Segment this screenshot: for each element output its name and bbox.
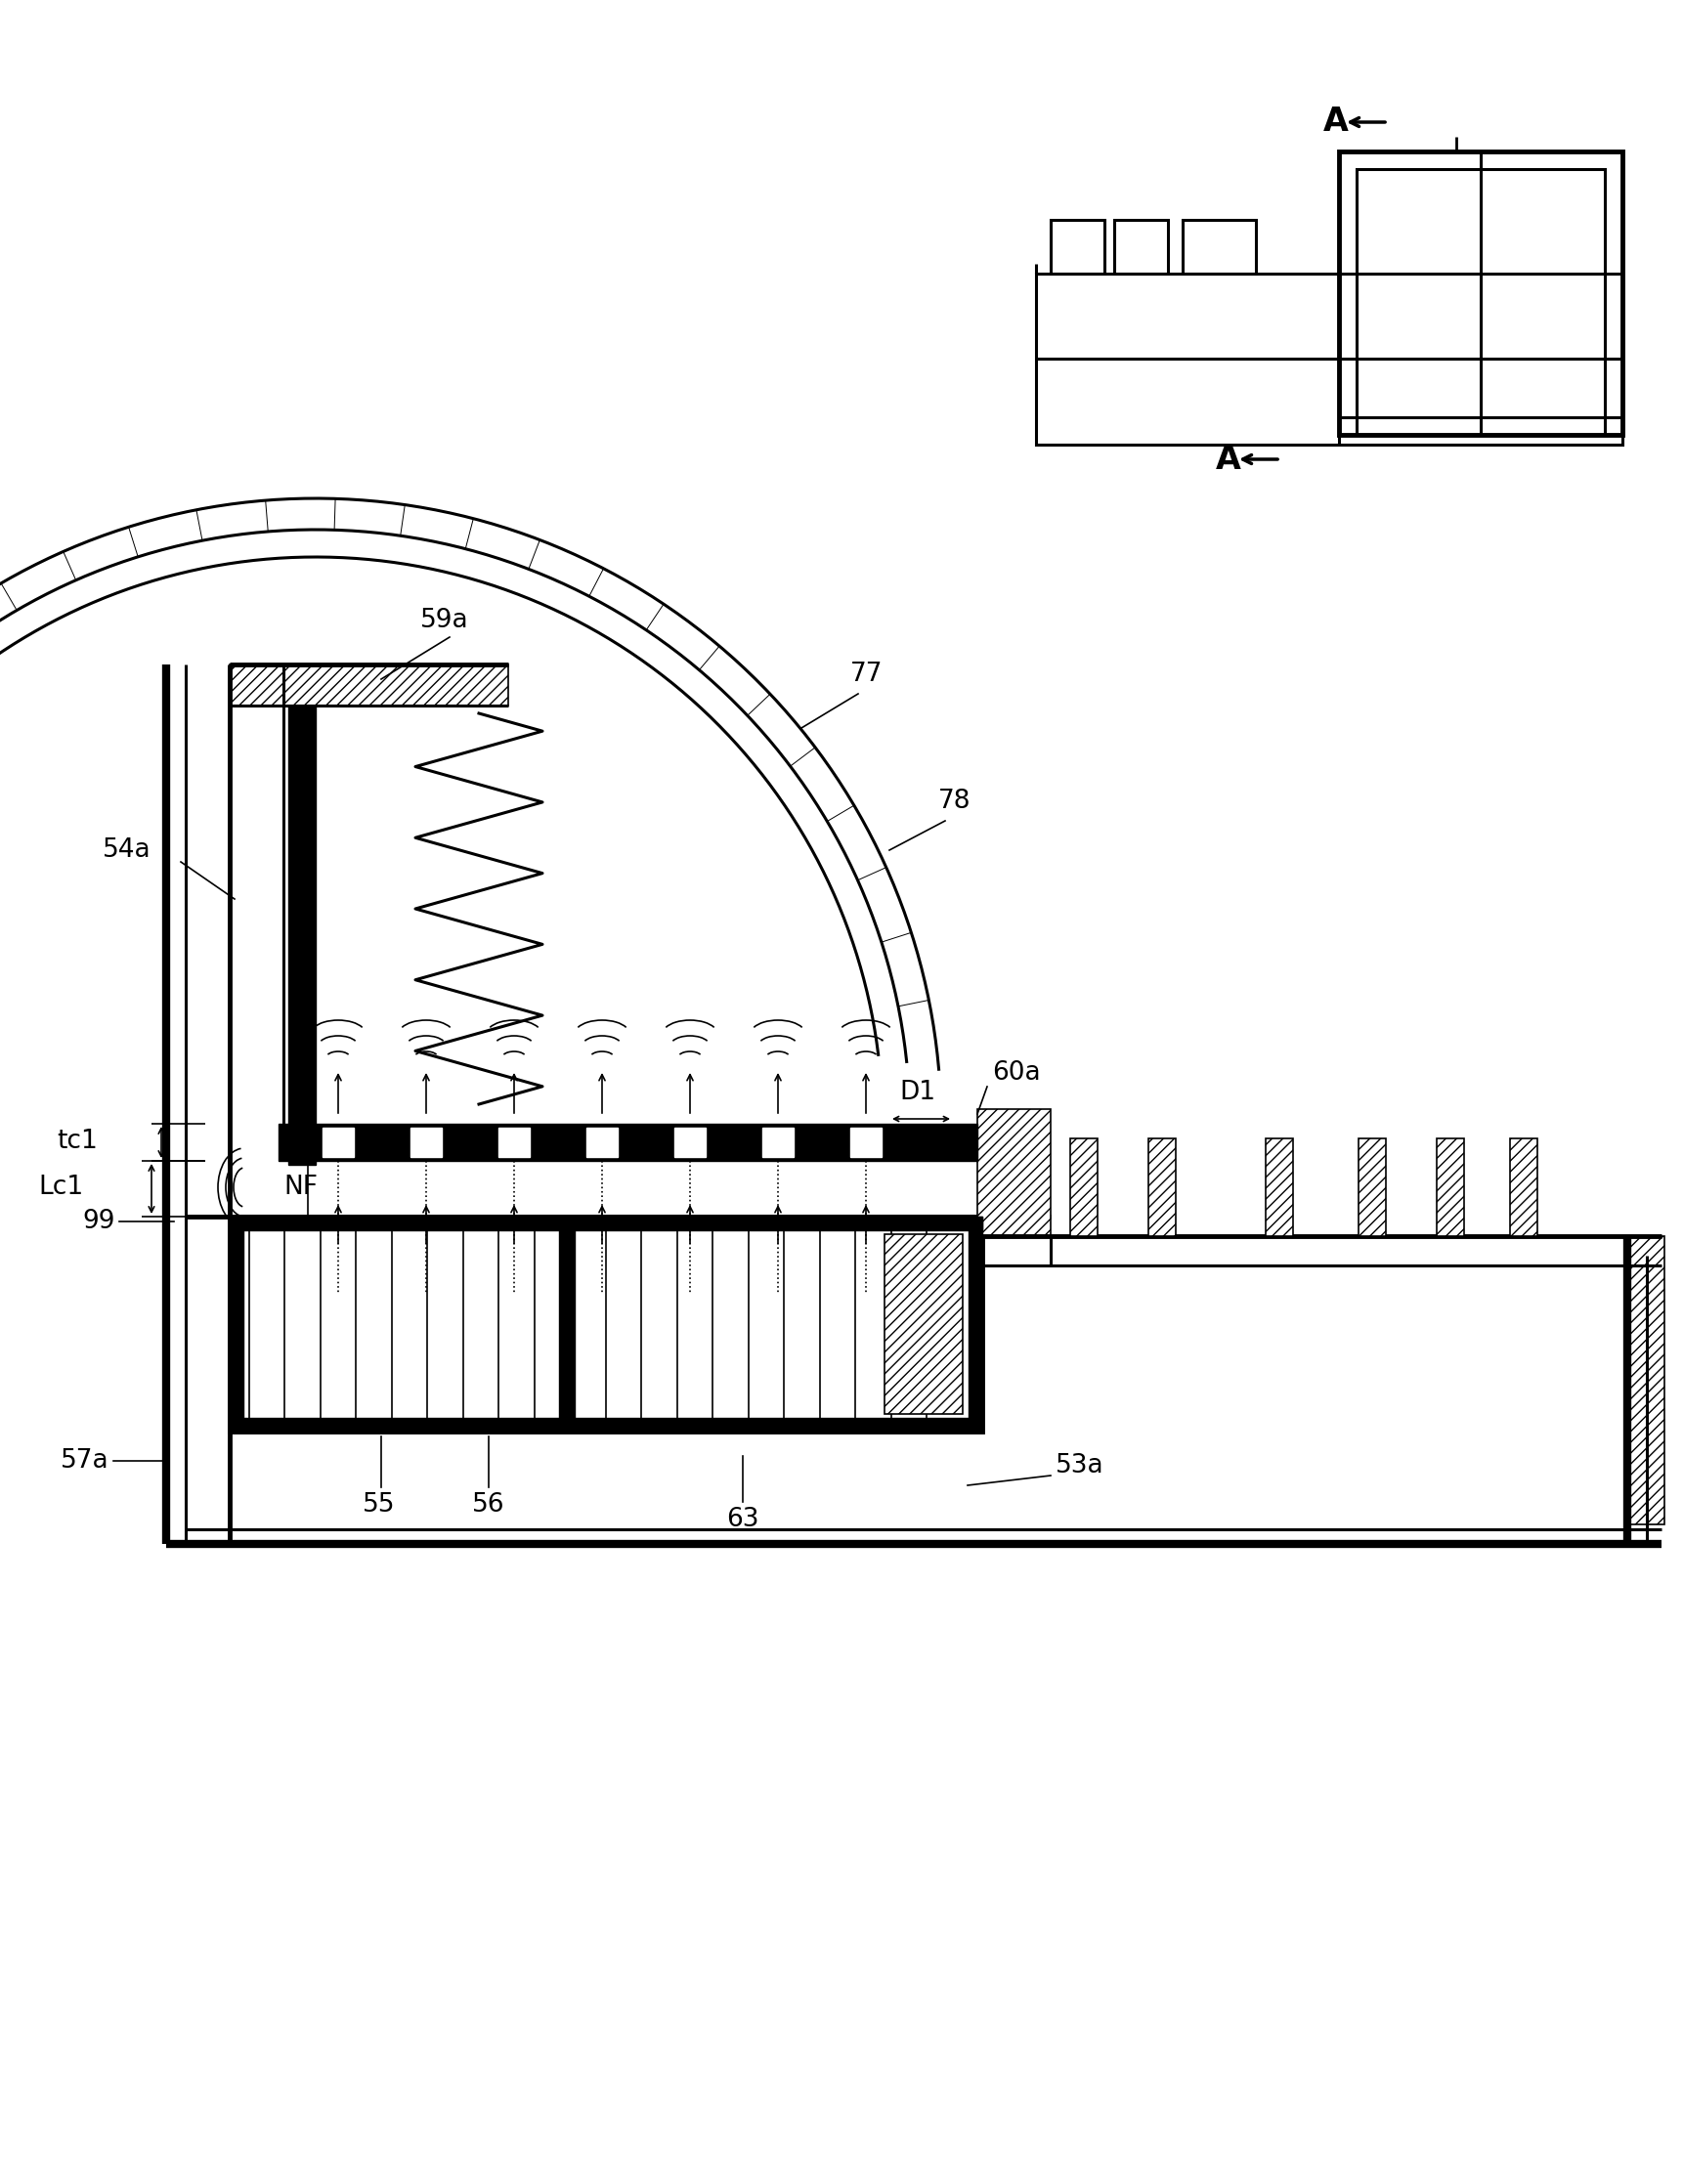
Text: 56: 56 [473,1492,505,1518]
Bar [1437,1138,1464,1236]
Bar [885,1234,963,1413]
Text: A: A [1323,107,1348,138]
Bar [1037,273,1622,446]
Bar [411,1127,441,1158]
Text: 59a: 59a [421,607,470,633]
Text: 63: 63 [727,1507,759,1533]
Bar [1183,221,1256,273]
Bar [1050,221,1104,273]
Bar [279,1125,978,1162]
Text: 54a: 54a [103,836,151,863]
Text: 60a: 60a [991,1059,1040,1085]
Bar [559,1216,574,1431]
Bar [586,1127,618,1158]
Text: NF: NF [283,1175,318,1199]
Bar [229,1216,244,1431]
Bar [1148,1138,1176,1236]
Bar [1340,151,1622,435]
Bar [229,1216,983,1230]
Text: 78: 78 [937,788,971,815]
Bar [1266,1138,1293,1236]
Bar [288,705,316,1164]
Bar [1114,221,1168,273]
Bar [762,1127,794,1158]
Bar [229,664,508,705]
Bar [229,1216,983,1431]
Text: 99: 99 [82,1208,116,1234]
Bar [229,1417,983,1431]
Text: 55: 55 [364,1492,396,1518]
Text: D1: D1 [899,1079,936,1105]
Text: Lc1: Lc1 [39,1175,82,1199]
Bar [1510,1138,1537,1236]
Bar [850,1127,882,1158]
Bar [1358,1138,1385,1236]
Bar [1627,1236,1664,1524]
Bar [675,1127,705,1158]
Text: tc1: tc1 [57,1129,98,1153]
Text: 77: 77 [850,662,884,688]
Text: 53a: 53a [1055,1452,1104,1479]
Bar [1070,1138,1097,1236]
Bar [978,1109,1050,1236]
Text: 57a: 57a [61,1448,109,1474]
Bar [323,1127,353,1158]
Text: A: A [1215,443,1242,476]
Bar [498,1127,530,1158]
Bar [968,1216,983,1431]
Bar [1356,168,1606,435]
